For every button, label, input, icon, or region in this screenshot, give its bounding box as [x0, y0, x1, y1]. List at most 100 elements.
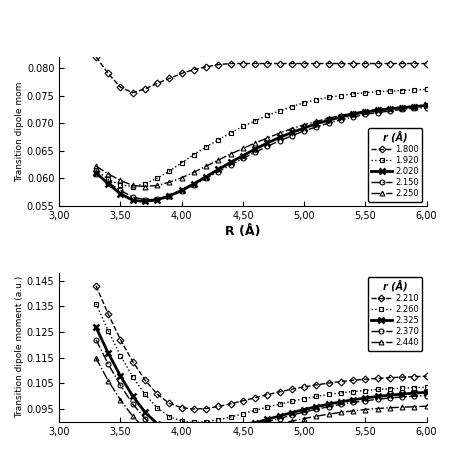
- 2.370: [118, 383, 123, 388]
- 1.920: [105, 176, 111, 182]
- 2.150: [155, 196, 160, 202]
- 1.800: [252, 61, 258, 66]
- 1.920: [93, 167, 99, 173]
- 2.260: [326, 392, 331, 397]
- 2.440: [93, 356, 99, 361]
- 2.150: [93, 171, 99, 177]
- 2.250: [191, 169, 197, 175]
- 2.260: [424, 384, 429, 390]
- 2.020: [289, 129, 295, 135]
- 1.800: [424, 61, 429, 66]
- 2.020: [216, 166, 221, 172]
- 2.440: [228, 435, 234, 440]
- 2.150: [411, 105, 417, 111]
- Line: 2.210: 2.210: [93, 283, 429, 411]
- 2.325: [338, 399, 344, 405]
- 1.800: [338, 61, 344, 66]
- 2.325: [179, 432, 184, 438]
- 1.800: [93, 54, 99, 60]
- 1.800: [363, 61, 368, 66]
- 2.325: [93, 325, 99, 330]
- 2.020: [264, 140, 270, 146]
- 2.150: [399, 107, 405, 112]
- 1.800: [264, 61, 270, 66]
- 2.020: [424, 102, 429, 108]
- 1.800: [326, 61, 331, 66]
- 1.920: [399, 88, 405, 93]
- 1.800: [130, 90, 136, 96]
- 2.020: [277, 135, 283, 140]
- 2.210: [289, 386, 295, 392]
- 2.250: [155, 182, 160, 188]
- 2.250: [264, 135, 270, 141]
- 2.440: [350, 408, 356, 414]
- 2.370: [228, 430, 234, 436]
- 1.920: [142, 181, 148, 187]
- 2.210: [350, 377, 356, 383]
- 2.260: [130, 374, 136, 380]
- 2.020: [93, 170, 99, 175]
- 2.150: [105, 180, 111, 185]
- 2.440: [313, 413, 319, 419]
- 2.325: [411, 390, 417, 396]
- 2.260: [375, 387, 381, 392]
- 2.250: [203, 163, 209, 169]
- 2.020: [313, 121, 319, 127]
- Line: 2.370: 2.370: [93, 337, 429, 442]
- 1.920: [313, 97, 319, 103]
- 2.325: [118, 374, 123, 379]
- 2.440: [166, 439, 172, 445]
- 2.325: [166, 429, 172, 435]
- 2.260: [216, 417, 221, 423]
- 2.370: [93, 337, 99, 343]
- 1.920: [191, 152, 197, 157]
- 2.325: [142, 409, 148, 415]
- 2.250: [118, 178, 123, 183]
- 2.250: [411, 103, 417, 109]
- 1.920: [350, 91, 356, 97]
- 2.370: [301, 409, 307, 415]
- 2.020: [301, 125, 307, 131]
- 2.440: [387, 405, 392, 410]
- 2.150: [313, 124, 319, 130]
- 2.325: [264, 417, 270, 422]
- 2.150: [130, 194, 136, 200]
- 2.250: [387, 105, 392, 111]
- 2.260: [313, 393, 319, 399]
- 2.020: [179, 188, 184, 193]
- 2.440: [240, 431, 246, 437]
- Y-axis label: Transition dipole mom: Transition dipole mom: [15, 81, 24, 182]
- 2.020: [105, 181, 111, 187]
- 2.440: [363, 407, 368, 412]
- 1.800: [240, 61, 246, 66]
- 1.800: [142, 86, 148, 92]
- 2.370: [191, 437, 197, 442]
- 2.020: [142, 199, 148, 204]
- 2.260: [399, 385, 405, 391]
- 2.020: [252, 146, 258, 152]
- Line: 1.800: 1.800: [93, 55, 429, 95]
- 2.150: [387, 108, 392, 114]
- 2.250: [142, 184, 148, 190]
- 2.370: [424, 393, 429, 399]
- 1.800: [118, 84, 123, 90]
- 2.440: [375, 406, 381, 411]
- 2.325: [240, 424, 246, 429]
- 2.250: [424, 102, 429, 108]
- 1.800: [411, 61, 417, 66]
- 2.370: [155, 427, 160, 432]
- 1.800: [203, 64, 209, 70]
- 2.250: [179, 175, 184, 181]
- 2.020: [191, 181, 197, 187]
- 2.325: [130, 393, 136, 399]
- 2.020: [203, 174, 209, 180]
- 2.210: [240, 398, 246, 404]
- 2.370: [130, 401, 136, 407]
- 2.370: [326, 404, 331, 410]
- 2.325: [289, 410, 295, 415]
- Line: 1.920: 1.920: [93, 87, 429, 189]
- 2.370: [289, 412, 295, 418]
- 2.440: [264, 424, 270, 430]
- 2.210: [411, 374, 417, 380]
- 2.020: [166, 193, 172, 199]
